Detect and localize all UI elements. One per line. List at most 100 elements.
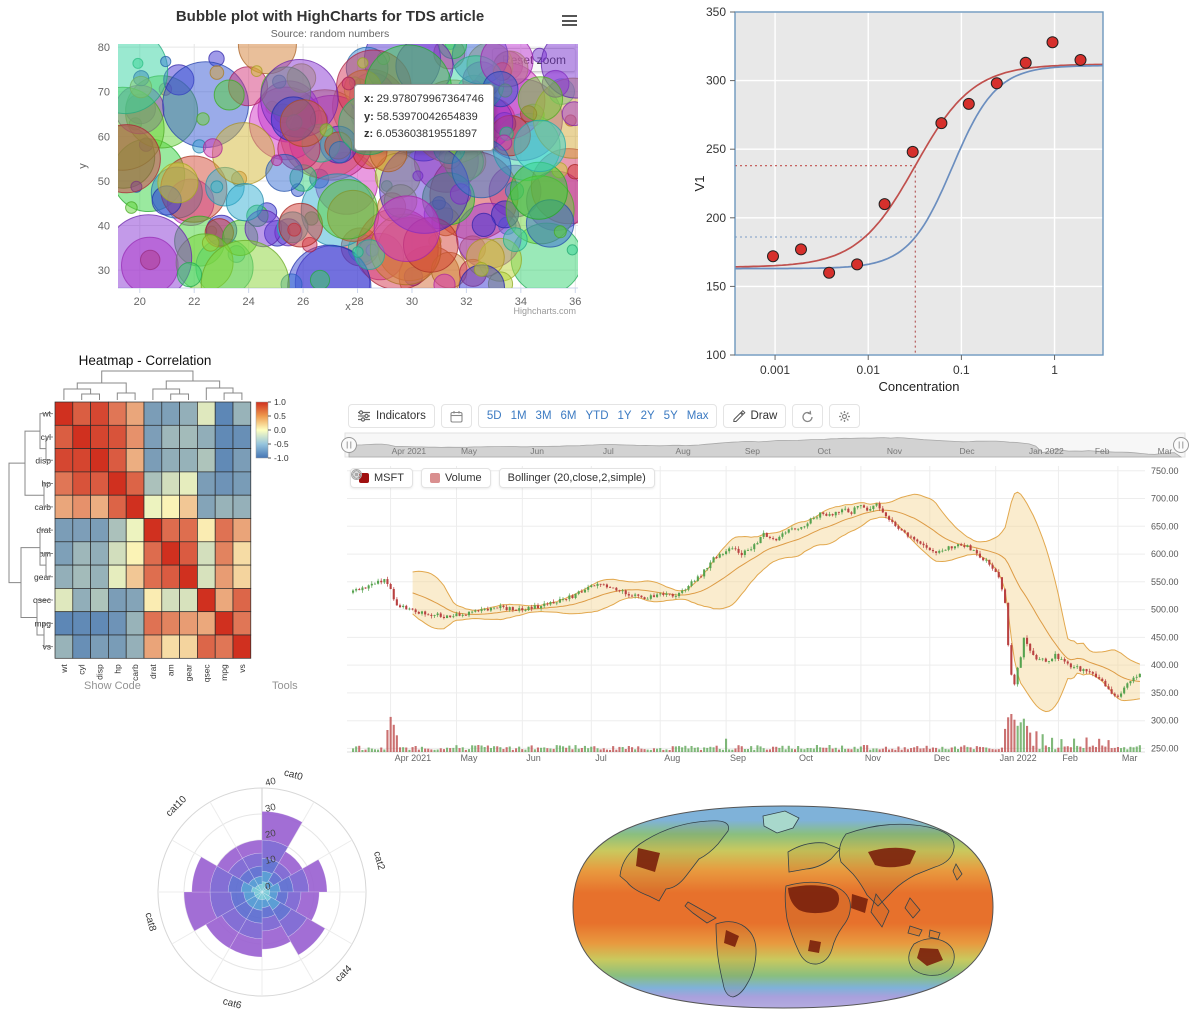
candle-body[interactable] — [765, 532, 768, 537]
candle-body[interactable] — [1057, 653, 1060, 659]
candle-body[interactable] — [455, 613, 458, 617]
heatmap-cell[interactable] — [143, 471, 163, 496]
candle-body[interactable] — [972, 550, 975, 551]
candle-body[interactable] — [957, 544, 960, 547]
bubble-point[interactable] — [328, 141, 351, 164]
candle-body[interactable] — [383, 579, 386, 583]
candle-body[interactable] — [847, 508, 850, 513]
bubble-point[interactable] — [433, 273, 456, 295]
rose-sector-segment[interactable] — [229, 932, 263, 958]
heatmap-cell[interactable] — [72, 611, 91, 636]
candle-body[interactable] — [483, 609, 486, 610]
bubble-point[interactable] — [212, 122, 275, 186]
bubble-point[interactable] — [502, 227, 528, 253]
heatmap-cell[interactable] — [54, 424, 74, 449]
candle-body[interactable] — [825, 513, 828, 516]
rose-sector-segment[interactable] — [191, 856, 218, 893]
bubble-point[interactable] — [210, 180, 224, 194]
heatmap-cell[interactable] — [232, 541, 252, 566]
heatmap-cell[interactable] — [90, 634, 109, 659]
heatmap-cell[interactable] — [72, 494, 91, 519]
candle-body[interactable] — [1098, 677, 1101, 679]
candle-body[interactable] — [1044, 658, 1047, 662]
dose-point[interactable] — [1046, 36, 1059, 49]
heatmap-cell[interactable] — [179, 588, 198, 613]
candle-body[interactable] — [725, 551, 728, 554]
heatmap-cell[interactable] — [125, 424, 145, 449]
bubble-point[interactable] — [278, 202, 323, 248]
candle-body[interactable] — [891, 519, 894, 522]
candle-body[interactable] — [687, 586, 690, 590]
candle-body[interactable] — [668, 593, 671, 595]
candle-body[interactable] — [521, 608, 524, 611]
candle-body[interactable] — [806, 523, 809, 527]
candle-body[interactable] — [587, 587, 590, 590]
candle-body[interactable] — [558, 599, 561, 603]
candle-body[interactable] — [712, 557, 715, 563]
range-ytd[interactable]: YTD — [585, 410, 609, 422]
candle-body[interactable] — [850, 512, 853, 514]
candle-body[interactable] — [590, 585, 593, 588]
heatmap-cell[interactable] — [72, 564, 91, 589]
candle-body[interactable] — [518, 608, 521, 611]
candle-body[interactable] — [1004, 589, 1007, 603]
heatmap-cell[interactable] — [197, 541, 216, 566]
heatmap-cell[interactable] — [54, 611, 74, 636]
bubble-point[interactable] — [271, 154, 283, 167]
candle-body[interactable] — [787, 529, 790, 533]
stock-navigator[interactable]: Apr 2021 May Jun Jul Aug Sep Oct Nov Dec Jan 2022… — [341, 431, 1189, 461]
heatmap-cell[interactable] — [214, 471, 234, 496]
candle-body[interactable] — [988, 559, 991, 565]
rose-sector-segment[interactable] — [216, 846, 243, 873]
dose-point[interactable] — [1019, 56, 1032, 69]
candle-body[interactable] — [530, 607, 533, 609]
candle-body[interactable] — [1035, 655, 1038, 660]
candle-body[interactable] — [439, 613, 442, 617]
heatmap-cell[interactable] — [54, 448, 74, 473]
candle-body[interactable] — [618, 590, 621, 592]
candle-body[interactable] — [427, 614, 430, 616]
candle-body[interactable] — [844, 508, 847, 510]
candle-body[interactable] — [919, 541, 922, 544]
candle-body[interactable] — [605, 584, 608, 588]
candle-body[interactable] — [621, 590, 624, 592]
heatmap-cell[interactable] — [143, 588, 163, 613]
candle-body[interactable] — [872, 505, 875, 509]
candle-body[interactable] — [718, 554, 721, 558]
heatmap-cell[interactable] — [232, 564, 252, 589]
candle-body[interactable] — [960, 544, 963, 546]
candle-body[interactable] — [656, 594, 659, 597]
candle-body[interactable] — [1091, 672, 1094, 674]
heatmap-cell[interactable] — [90, 564, 109, 589]
heatmap-cell[interactable] — [143, 494, 163, 519]
heatmap-cell[interactable] — [179, 448, 198, 473]
candle-body[interactable] — [969, 545, 972, 551]
candle-body[interactable] — [527, 607, 530, 610]
candle-body[interactable] — [508, 607, 511, 610]
candle-body[interactable] — [1129, 681, 1132, 684]
candle-body[interactable] — [515, 610, 518, 611]
candle-body[interactable] — [408, 608, 411, 610]
candle-body[interactable] — [395, 599, 398, 606]
candle-body[interactable] — [778, 536, 781, 541]
candle-body[interactable] — [841, 509, 844, 513]
heatmap-cell[interactable] — [90, 471, 109, 496]
heatmap-cell[interactable] — [90, 401, 109, 426]
candle-body[interactable] — [662, 593, 665, 595]
heatmap-cell[interactable] — [179, 541, 198, 566]
candle-body[interactable] — [906, 532, 909, 537]
dose-point[interactable] — [962, 97, 975, 110]
heatmap-cell[interactable] — [72, 588, 91, 613]
bubble-point[interactable] — [357, 57, 369, 69]
candle-body[interactable] — [1054, 653, 1057, 659]
candle-body[interactable] — [1132, 677, 1135, 682]
candle-body[interactable] — [540, 606, 543, 609]
heatmap-cell[interactable] — [214, 424, 234, 449]
candle-body[interactable] — [452, 616, 455, 618]
bubble-point[interactable] — [213, 79, 245, 111]
candle-body[interactable] — [389, 584, 392, 589]
legend-chip-bollinger[interactable]: Bollinger (20,close,2,simple) — [351, 468, 655, 488]
candle-body[interactable] — [784, 532, 787, 534]
heatmap-cell[interactable] — [143, 634, 163, 659]
candle-body[interactable] — [1060, 659, 1063, 660]
